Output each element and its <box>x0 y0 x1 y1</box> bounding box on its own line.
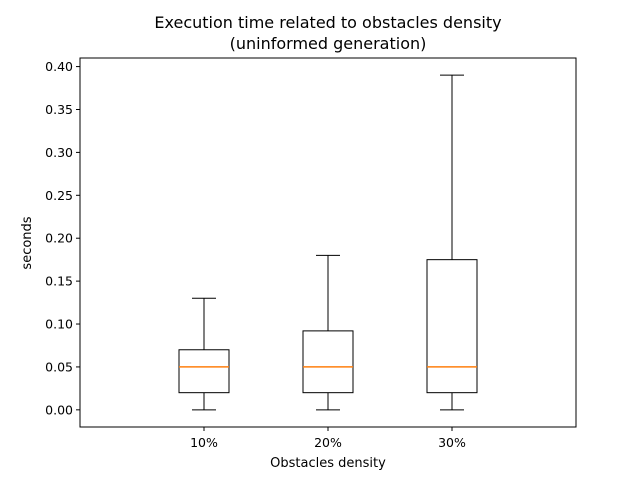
x-tick-label: 10% <box>190 435 218 450</box>
y-tick-label: 0.15 <box>45 274 73 289</box>
chart-title-line-1: Execution time related to obstacles dens… <box>154 13 501 32</box>
y-tick-label: 0.35 <box>45 102 73 117</box>
y-axis-label: seconds <box>20 216 35 269</box>
x-tick-label: 20% <box>314 435 342 450</box>
axes-frame <box>79 57 577 428</box>
box-iqr <box>178 349 230 394</box>
box-iqr <box>426 259 478 394</box>
x-tick-label: 30% <box>438 435 466 450</box>
y-tick-label: 0.30 <box>45 145 73 160</box>
y-tick-label: 0.05 <box>45 359 73 374</box>
y-tick-label: 0.25 <box>45 188 73 203</box>
y-tick-label: 0.20 <box>45 231 73 246</box>
y-tick-label: 0.10 <box>45 317 73 332</box>
plot-area: 0.00 0.05 0.10 0.15 0.20 0.25 0.30 0.35 0.40 10% 2… <box>45 57 577 450</box>
y-tick-label: 0.40 <box>45 59 73 74</box>
x-axis-label: Obstacles density <box>270 456 386 471</box>
chart-title-line-2: (uninformed generation) <box>230 34 427 53</box>
box-iqr <box>302 330 354 394</box>
y-tick-label: 0.00 <box>45 402 73 417</box>
